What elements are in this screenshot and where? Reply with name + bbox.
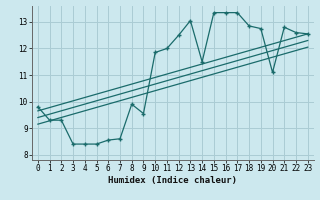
X-axis label: Humidex (Indice chaleur): Humidex (Indice chaleur): [108, 176, 237, 185]
